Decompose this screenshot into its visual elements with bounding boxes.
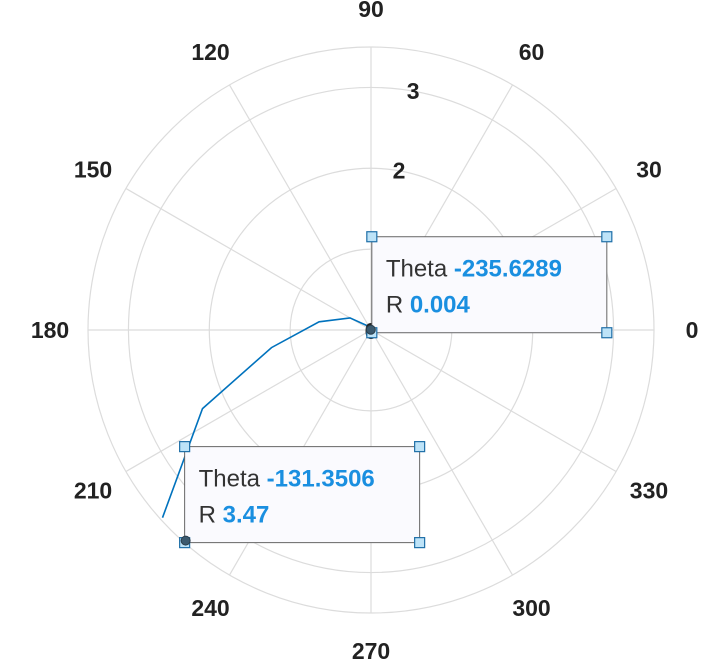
datatip-r-value: 0.004 (410, 292, 471, 319)
angle-tick-label: 210 (74, 478, 112, 504)
angle-tick-label: 0 (686, 317, 699, 343)
datatip-theta-value: -131.3506 (267, 466, 375, 493)
angle-tick-labels: 0 30 60 90 120 150 180 210 240 270 300 330 (31, 0, 699, 664)
grid-spoke (125, 187, 372, 331)
grid-spoke (228, 84, 372, 331)
angle-tick-label: 300 (512, 595, 550, 621)
datatip-theta-label: Theta (386, 256, 454, 283)
angle-tick-label: 90 (358, 0, 384, 22)
datatip[interactable]: Theta -131.3506 R 3.47 (179, 441, 426, 549)
datatip-marker[interactable] (180, 535, 191, 546)
grid-spoke (370, 329, 514, 576)
datatip-box (184, 446, 421, 544)
angle-tick-label: 60 (519, 39, 545, 65)
datatip-resize-handle[interactable] (414, 537, 426, 549)
angle-tick-label: 330 (630, 478, 668, 504)
datatip-resize-handle[interactable] (414, 441, 426, 453)
datatip-r-line: R 0.004 (386, 292, 471, 319)
datatip-resize-handle[interactable] (601, 231, 613, 243)
angle-tick-label: 120 (191, 39, 229, 65)
angle-tick-label: 270 (352, 638, 390, 664)
datatip-r-line: R 3.47 (199, 502, 270, 529)
grid-spoke (370, 329, 617, 473)
datatip-box (371, 236, 608, 334)
angle-tick-label: 240 (191, 595, 229, 621)
datatip-resize-handle[interactable] (366, 231, 378, 243)
radius-tick-label: 2 (393, 158, 406, 184)
angle-tick-label: 30 (636, 157, 662, 183)
radius-tick-label: 3 (407, 78, 420, 104)
datatip-resize-handle[interactable] (179, 441, 191, 453)
datatip-theta-value: -235.6289 (454, 256, 562, 283)
datatip-theta-line: Theta -131.3506 (199, 466, 375, 493)
datatip-r-label: R (199, 502, 223, 529)
angle-tick-label: 150 (74, 157, 112, 183)
datatip-theta-label: Theta (199, 466, 267, 493)
datatip[interactable]: Theta -235.6289 R 0.004 (365, 231, 613, 339)
datatip-r-label: R (386, 292, 410, 319)
grid-spoke (125, 329, 372, 473)
datatip-theta-line: Theta -235.6289 (386, 256, 562, 283)
datatips: Theta -235.6289 R 0.004 Theta -131.3506 R 3… (179, 231, 613, 549)
datatip-marker[interactable] (365, 324, 376, 335)
datatip-resize-handle[interactable] (601, 327, 613, 339)
datatip-r-value: 3.47 (223, 502, 270, 529)
angle-tick-label: 180 (31, 317, 69, 343)
